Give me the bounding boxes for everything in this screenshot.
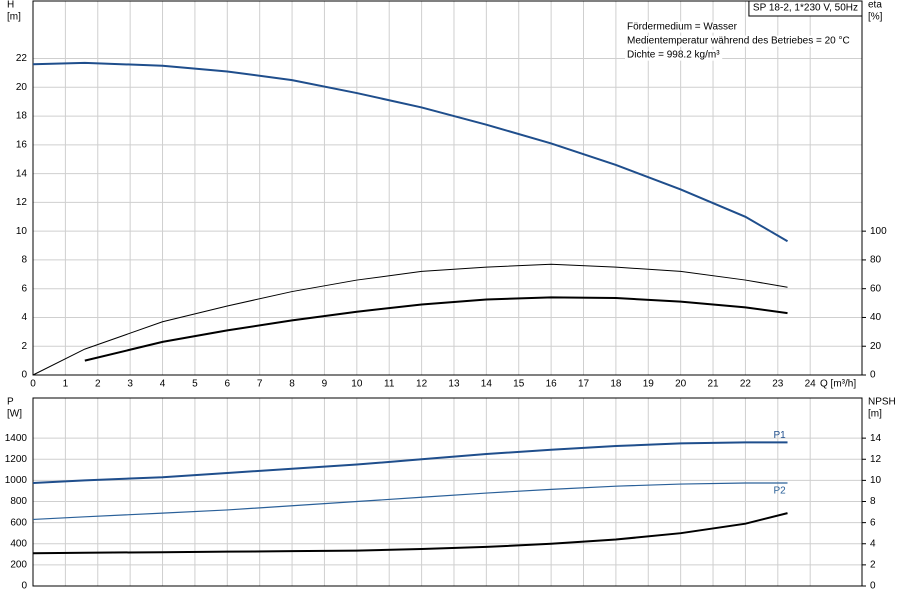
x-tick-label: 16 xyxy=(546,379,558,390)
y2-tick-label: 14 xyxy=(870,433,882,444)
x-tick-label: 9 xyxy=(322,379,328,390)
y2-tick-label: 4 xyxy=(870,538,876,549)
x-tick-label: 6 xyxy=(225,379,231,390)
y-tick-label: 1200 xyxy=(5,454,28,465)
y2-tick-label: 0 xyxy=(870,370,876,381)
annotation-bg xyxy=(625,49,723,61)
x-tick-label: 18 xyxy=(610,379,622,390)
x-tick-label: 19 xyxy=(643,379,655,390)
plot-frame xyxy=(32,397,863,587)
curve xyxy=(32,512,788,555)
legend-label: P1 xyxy=(774,430,787,441)
y-tick-label: 20 xyxy=(16,82,28,93)
y2-tick-label: 60 xyxy=(870,283,882,294)
curve xyxy=(32,482,788,521)
plot-frame xyxy=(32,0,863,376)
y-tick-label: 22 xyxy=(16,53,28,64)
y-tick-label: 18 xyxy=(16,111,28,122)
x-tick-label: 1 xyxy=(63,379,69,390)
y-tick-label: 600 xyxy=(10,517,27,528)
x-tick-label: 7 xyxy=(257,379,263,390)
y2-tick-label: 20 xyxy=(870,341,882,352)
annotation: Medientemperatur während des Betriebes =… xyxy=(627,36,850,47)
curve xyxy=(84,296,788,362)
y-tick-label: 400 xyxy=(10,538,27,549)
y-tick-label: 6 xyxy=(21,283,27,294)
y2-tick-label: 10 xyxy=(870,475,882,486)
y2-axis-label: eta xyxy=(868,0,882,11)
y2-axis-label: [m] xyxy=(868,409,882,420)
x-tick-label: 14 xyxy=(481,379,493,390)
x-tick-label: 15 xyxy=(513,379,525,390)
x-tick-label: 21 xyxy=(707,379,719,390)
y2-axis-label: [%] xyxy=(868,12,883,23)
x-tick-label: 10 xyxy=(351,379,363,390)
y2-tick-label: 8 xyxy=(870,496,876,507)
title-box xyxy=(748,0,863,17)
y2-axis-label: NPSH xyxy=(868,397,896,408)
x-tick-label: 24 xyxy=(805,379,817,390)
y-tick-label: 14 xyxy=(16,168,28,179)
y-tick-label: 12 xyxy=(16,197,28,208)
annotation-bg xyxy=(625,35,852,47)
x-tick-label: 5 xyxy=(192,379,198,390)
curve xyxy=(32,61,789,243)
y-tick-label: 800 xyxy=(10,496,27,507)
x-tick-label: 23 xyxy=(772,379,784,390)
y-axis-label: P xyxy=(7,397,14,408)
y-tick-label: 4 xyxy=(21,312,27,323)
x-tick-label: 12 xyxy=(416,379,428,390)
y-axis-label: [m] xyxy=(7,12,21,23)
x-tick-label: 17 xyxy=(578,379,590,390)
y-tick-label: 1000 xyxy=(5,475,28,486)
y2-tick-label: 100 xyxy=(870,226,887,237)
y2-tick-label: 80 xyxy=(870,255,882,266)
x-tick-label: 0 xyxy=(30,379,36,390)
y-tick-label: 200 xyxy=(10,560,27,571)
x-tick-label: 20 xyxy=(675,379,687,390)
y-tick-label: 10 xyxy=(16,226,28,237)
x-tick-label: 13 xyxy=(448,379,460,390)
x-tick-label: 8 xyxy=(289,379,295,390)
y-tick-label: 16 xyxy=(16,139,28,150)
y2-tick-label: 6 xyxy=(870,517,876,528)
x-tick-label: 3 xyxy=(127,379,133,390)
y-axis-label: H xyxy=(7,0,14,11)
y2-tick-label: 2 xyxy=(870,560,876,571)
curve xyxy=(32,441,788,485)
chart-title: SP 18-2, 1*230 V, 50Hz xyxy=(753,3,858,14)
x-tick-label: 22 xyxy=(740,379,752,390)
x-tick-label: 4 xyxy=(160,379,166,390)
annotation: Dichte = 998.2 kg/m³ xyxy=(627,50,720,61)
y-tick-label: 0 xyxy=(21,581,27,592)
y-tick-label: 2 xyxy=(21,341,27,352)
curve xyxy=(32,263,788,376)
x-tick-label: 11 xyxy=(384,379,395,390)
y-tick-label: 0 xyxy=(21,370,27,381)
y2-tick-label: 40 xyxy=(870,312,882,323)
y-tick-label: 1400 xyxy=(5,433,28,444)
annotation: Fördermedium = Wasser xyxy=(627,22,738,33)
x-axis-label: Q [m³/h] xyxy=(820,379,856,390)
x-tick-label: 2 xyxy=(95,379,101,390)
legend-label: P2 xyxy=(774,486,787,497)
y2-tick-label: 0 xyxy=(870,581,876,592)
y-axis-label: [W] xyxy=(7,409,22,420)
y-tick-label: 8 xyxy=(21,255,27,266)
y2-tick-label: 12 xyxy=(870,454,882,465)
annotation-bg xyxy=(625,21,740,33)
